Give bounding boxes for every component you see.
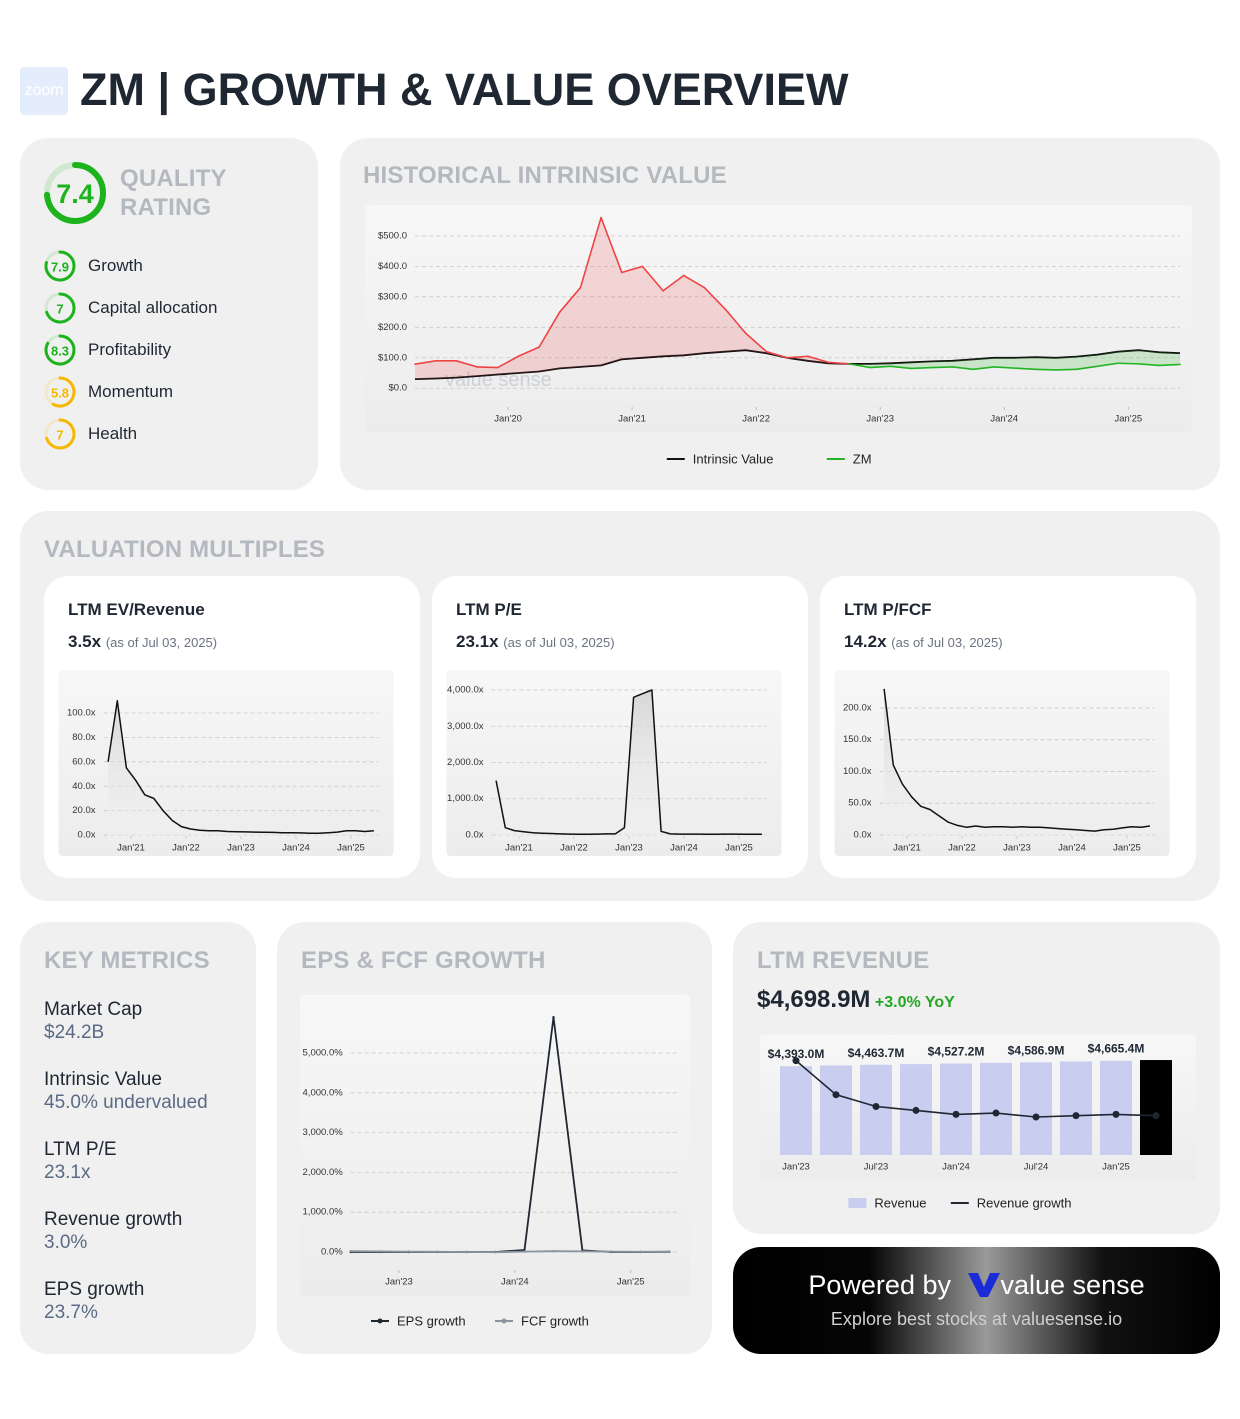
multiple-number: 23.1x [456,632,499,651]
multiple-title: LTM P/FCF [844,600,932,619]
quality-item: Profitability [88,340,172,359]
quality-item: Growth [88,256,143,275]
revenue-change: +3.0% YoY [874,994,955,1011]
revenue-title: LTM REVENUE [757,947,930,974]
logo: zoom [20,67,68,115]
multiple-note: (as of Jul 03, 2025) [891,635,1003,650]
footer-banner [733,1247,1220,1354]
brand-name: value sense [1000,1270,1145,1300]
quality-title: QUALITY RATING [120,165,227,221]
quality-item: Capital allocation [88,298,218,317]
multiple-value: 3.5x (as of Jul 03, 2025) [68,632,217,652]
valuation-title: VALUATION MULTIPLES [44,536,326,563]
eps-title: EPS & FCF GROWTH [301,947,546,974]
intrinsic-title: HISTORICAL INTRINSIC VALUE [363,162,727,189]
page-title: ZM | GROWTH & VALUE OVERVIEW [80,64,849,115]
metric-value: 23.1x [44,1162,91,1183]
multiple-note: (as of Jul 03, 2025) [105,635,218,650]
multiple-value: 14.2x (as of Jul 03, 2025) [844,632,1003,652]
quality-item: Health [88,424,138,443]
multiple-title: LTM EV/Revenue [68,600,205,619]
metric-label: LTM P/E [44,1139,117,1160]
multiple-note: (as of Jul 03, 2025) [503,635,615,650]
metric-label: Revenue growth [44,1209,183,1230]
metric-value: $24.2B [44,1022,105,1043]
metric-value: 45.0% undervalued [44,1092,208,1113]
metrics-title: KEY METRICS [44,947,210,974]
revenue-value: $4,698.9M [757,986,871,1013]
multiple-card [820,576,1196,878]
metric-value: 23.7% [44,1302,98,1323]
multiple-number: 3.5x [68,632,102,651]
multiple-card [432,576,808,878]
metric-label: EPS growth [44,1279,145,1300]
revenue-headline: $4,698.9M +3.0% YoY [757,986,955,1014]
eps-card [277,922,712,1354]
multiple-number: 14.2x [844,632,887,651]
intrinsic-card [340,138,1220,490]
metric-value: 3.0% [44,1232,88,1253]
metric-label: Intrinsic Value [44,1069,162,1090]
brand-icon [967,1273,1000,1297]
metric-label: Market Cap [44,999,143,1020]
footer-powered: Powered by value sense [733,1270,1220,1301]
quality-item: Momentum [88,382,174,401]
footer-tagline: Explore best stocks at valuesense.io [830,1309,1123,1329]
multiple-card [44,576,420,878]
metrics-card [20,922,256,1354]
powered-text: Powered by [808,1270,951,1300]
multiple-title: LTM P/E [456,600,522,619]
multiple-value: 23.1x (as of Jul 03, 2025) [456,632,615,652]
